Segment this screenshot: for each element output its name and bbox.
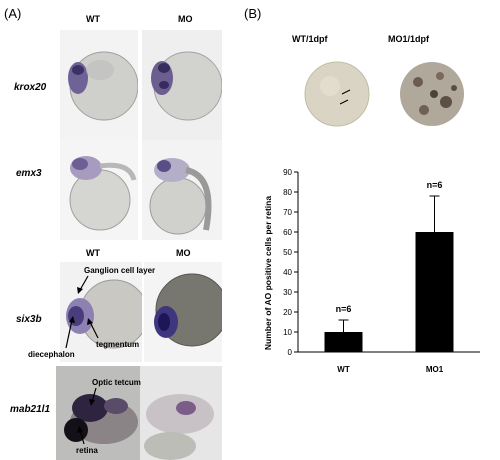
bar-n-label-wt: n=6 (336, 304, 352, 314)
six3b-col-header-mo: MO (176, 248, 191, 258)
y-tick-label-70: 70 (283, 208, 292, 217)
six3b-col-header-wt: WT (86, 248, 100, 258)
photo-retina-wt-1dpf (300, 56, 374, 130)
y-tick-label-20: 20 (283, 308, 292, 317)
bar-wt (324, 332, 363, 352)
photo-mab21l1-mo (140, 366, 222, 460)
annotation-retina: retina (76, 446, 98, 455)
annotation-ganglion-cell-layer: Ganglion cell layer (84, 266, 156, 275)
annotation-tegmentum: tegmentum (96, 340, 140, 349)
y-tick-label-60: 60 (283, 228, 292, 237)
six3b-annotation-arrows (65, 275, 99, 349)
bar-mo1 (415, 232, 454, 352)
bar-n-label-mo1: n=6 (427, 180, 443, 190)
x-category-label-mo1: MO1 (426, 365, 444, 374)
y-tick-label-30: 30 (283, 288, 292, 297)
y-tick-label-90: 90 (283, 168, 292, 177)
gene-label-krox20: krox20 (14, 82, 47, 93)
photo-krox20-mo (142, 30, 222, 140)
image-label-mo1-1dpf: MO1/1dpf (388, 34, 430, 44)
image-label-wt-1dpf: WT/1dpf (292, 34, 328, 44)
photo-six3b-wt (60, 262, 142, 362)
y-tick-label-40: 40 (283, 268, 292, 277)
col-header-mo: MO (178, 14, 193, 24)
gene-label-mab21l1: mab21l1 (10, 404, 51, 415)
y-tick-label-80: 80 (283, 188, 292, 197)
photo-mab21l1-wt (56, 366, 140, 460)
y-tick-label-50: 50 (283, 248, 292, 257)
annotation-diecephalon: diecephalon (28, 350, 75, 359)
x-category-label-wt: WT (337, 365, 350, 374)
col-header-wt: WT (86, 14, 100, 24)
gene-label-emx3: emx3 (16, 168, 42, 179)
panel-b-label: (B) (244, 6, 262, 21)
y-tick-label-0: 0 (288, 348, 293, 357)
photo-retina-mo1-1dpf (394, 54, 470, 132)
bar-chart: 0 10 20 30 40 50 60 70 80 90 n=6 WT n=6 MO1 (283, 168, 480, 374)
panel-a-label: (A) (4, 6, 22, 21)
mab21l1-annotation-arrows (77, 387, 97, 445)
photo-emx3-wt (60, 140, 138, 240)
photo-krox20-wt (60, 30, 138, 140)
photo-emx3-mo (142, 140, 222, 240)
annotation-optic-tetcum: Optic tetcum (92, 378, 141, 387)
gene-label-six3b: six3b (16, 314, 42, 325)
y-tick-label-10: 10 (283, 328, 292, 337)
photo-six3b-mo (144, 262, 222, 362)
